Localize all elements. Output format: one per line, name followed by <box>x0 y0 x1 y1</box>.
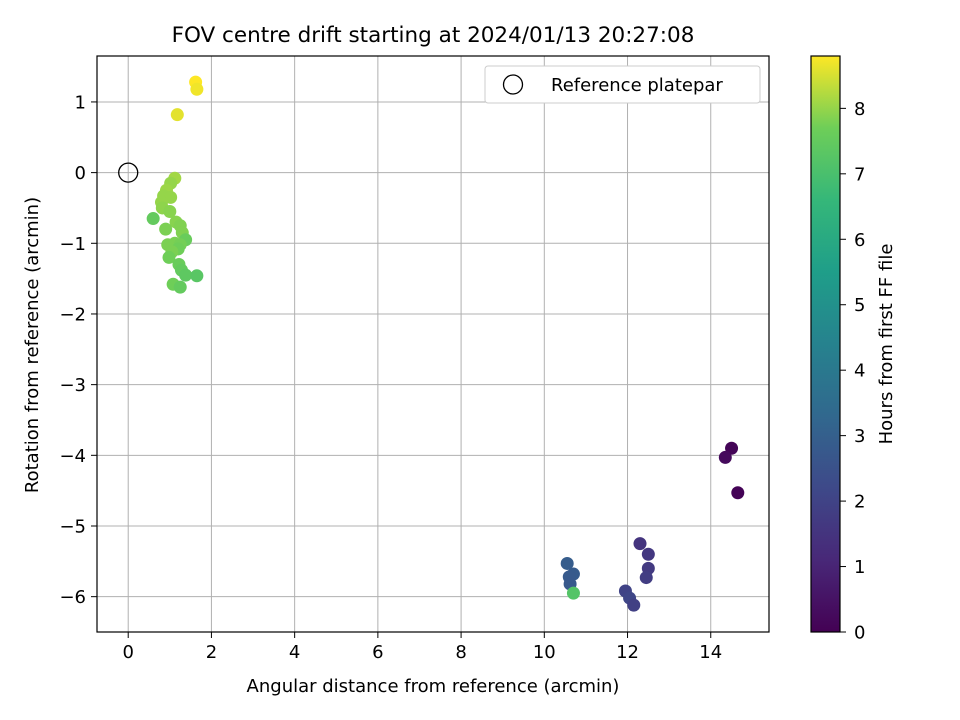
y-axis-label: Rotation from reference (arcmin) <box>22 197 43 493</box>
colorbar-tick-label: 7 <box>854 164 865 185</box>
colorbar-tick-label: 4 <box>854 361 865 382</box>
colorbar: 0 1 2 3 4 5 6 7 8 Hours from first FF file <box>810 55 897 644</box>
x-tick-label: 10 <box>533 642 556 663</box>
data-point <box>173 280 187 294</box>
colorbar-gradient <box>810 55 841 633</box>
data-point <box>146 212 160 226</box>
y-tick-label: 1 <box>75 92 86 113</box>
x-tick-label: 6 <box>372 642 383 663</box>
x-tick-label: 2 <box>206 642 217 663</box>
data-point <box>190 82 204 96</box>
colorbar-ticks: 0 1 2 3 4 5 6 7 8 <box>840 99 865 644</box>
legend: Reference platepar <box>484 65 761 104</box>
reference-platepar-point <box>118 162 139 183</box>
colorbar-tick-label: 6 <box>854 230 865 251</box>
data-point <box>725 441 739 455</box>
data-point <box>639 571 653 585</box>
data-point <box>566 586 580 600</box>
colorbar-tick-label: 3 <box>854 426 865 447</box>
colorbar-tick-label: 2 <box>854 492 865 513</box>
y-axis-ticks: 1 0 −1 −2 −3 −4 −5 −6 <box>59 92 97 608</box>
grid-lines <box>97 56 769 632</box>
x-axis-label: Angular distance from reference (arcmin) <box>247 676 620 697</box>
data-point <box>641 547 655 561</box>
colorbar-tick-label: 0 <box>854 623 865 644</box>
x-tick-label: 4 <box>289 642 300 663</box>
data-point <box>190 269 204 283</box>
data-point <box>179 268 193 282</box>
y-tick-label: −6 <box>59 587 86 608</box>
colorbar-tick-label: 5 <box>854 295 865 316</box>
x-tick-label: 14 <box>699 642 722 663</box>
colorbar-label: Hours from first FF file <box>876 244 897 445</box>
legend-label: Reference platepar <box>551 75 723 96</box>
chart-title: FOV centre drift starting at 2024/01/13 … <box>172 23 695 48</box>
data-point <box>159 222 173 236</box>
legend-marker-icon <box>502 74 524 95</box>
y-tick-label: −5 <box>59 516 86 537</box>
y-tick-label: −1 <box>59 234 86 255</box>
y-tick-label: −2 <box>59 304 86 325</box>
x-tick-label: 12 <box>616 642 639 663</box>
data-point <box>560 556 574 570</box>
data-point <box>163 204 177 218</box>
colorbar-tick-label: 1 <box>854 557 865 578</box>
reference-marker <box>118 162 139 183</box>
data-point <box>731 486 745 500</box>
colorbar-tick-label: 8 <box>854 99 865 120</box>
x-axis-ticks: 0 2 4 6 8 10 12 14 <box>122 632 722 663</box>
data-points <box>146 75 745 612</box>
data-point <box>162 250 176 264</box>
data-point <box>170 108 184 122</box>
x-tick-label: 8 <box>455 642 466 663</box>
y-tick-label: 0 <box>75 163 86 184</box>
x-tick-label: 0 <box>122 642 133 663</box>
data-point <box>718 450 732 464</box>
legend-box <box>484 65 761 104</box>
data-point <box>627 598 641 612</box>
data-point <box>633 537 647 551</box>
y-tick-label: −3 <box>59 375 86 396</box>
y-tick-label: −4 <box>59 446 86 467</box>
plot-area <box>96 55 770 633</box>
